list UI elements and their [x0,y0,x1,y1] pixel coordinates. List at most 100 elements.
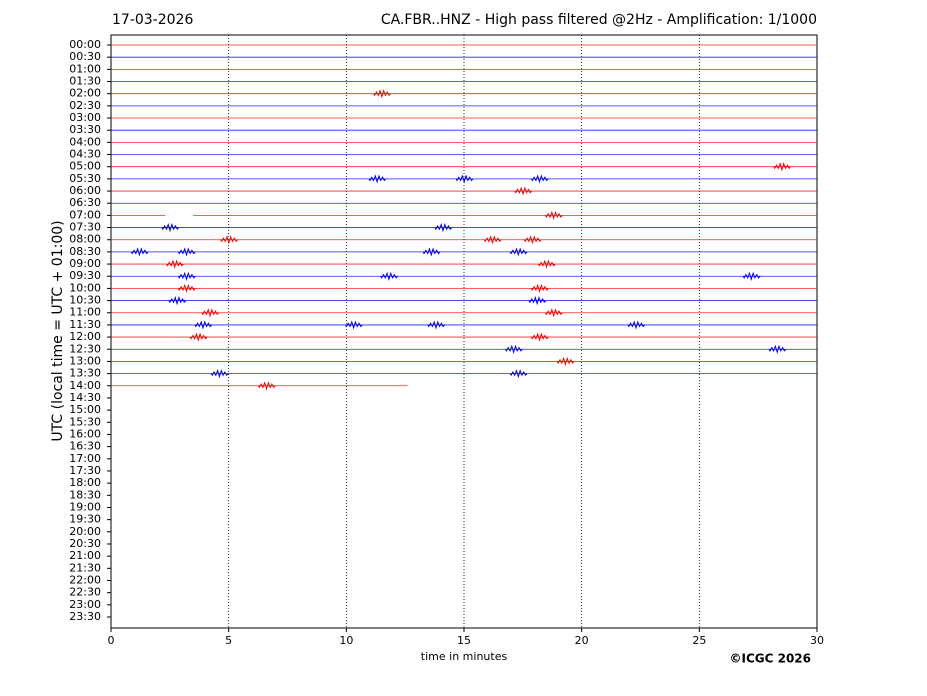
y-tick-label: 21:30 [69,561,101,574]
x-tick-label: 15 [457,634,471,647]
y-tick-label: 07:00 [69,208,101,221]
seismic-event [528,296,547,306]
seismic-event [627,320,646,330]
y-tick-label: 23:00 [69,598,101,611]
y-tick-label: 20:00 [69,525,101,538]
seismic-event [380,271,399,281]
seismic-event [509,247,528,257]
y-tick-label: 01:30 [69,75,101,88]
y-tick-label: 18:30 [69,488,101,501]
seismic-event [523,235,542,245]
seismic-event [257,381,276,391]
y-tick-label: 17:00 [69,452,101,465]
y-tick-label: 01:00 [69,62,101,75]
y-tick-label: 14:30 [69,391,101,404]
y-tick-label: 15:30 [69,415,101,428]
y-tick-label: 17:30 [69,464,101,477]
y-tick-label: 02:30 [69,99,101,112]
seismic-event [422,247,441,257]
y-tick-label: 04:00 [69,135,101,148]
seismic-event [509,369,528,379]
y-tick-label: 04:30 [69,148,101,161]
x-tick-label: 25 [692,634,706,647]
y-tick-label: 08:30 [69,245,101,258]
seismic-event [194,320,213,330]
seismic-event [344,320,363,330]
y-tick-label: 20:30 [69,537,101,550]
y-tick-label: 22:30 [69,586,101,599]
x-tick-label: 0 [108,634,115,647]
y-tick-label: 10:00 [69,281,101,294]
seismic-event [530,332,549,342]
y-tick-label: 08:00 [69,233,101,246]
seismic-event [537,259,556,269]
y-tick-label: 19:00 [69,500,101,513]
y-tick-label: 18:00 [69,476,101,489]
seismic-event [742,271,761,281]
seismic-event [373,89,391,99]
seismic-event [201,308,220,318]
seismic-event [220,235,239,245]
y-tick-label: 16:30 [69,440,101,453]
x-tick-label: 30 [810,634,824,647]
x-tick-label: 20 [575,634,589,647]
credit: ©ICGC 2026 [729,652,811,666]
seismic-event [368,174,387,184]
y-tick-label: 12:30 [69,342,101,355]
seismic-event [427,320,446,330]
y-tick-label: 23:30 [69,610,101,623]
y-tick-label: 10:30 [69,294,101,307]
seismic-event [177,271,196,281]
y-tick-label: 09:00 [69,257,101,270]
seismic-event [530,283,549,294]
y-tick-label: 05:00 [69,160,101,173]
y-tick-label: 14:00 [69,379,101,392]
seismic-event [130,247,149,257]
seismic-event [161,223,180,233]
y-tick-label: 16:00 [69,427,101,440]
seismic-event [773,162,792,172]
x-axis-label: time in minutes [421,650,508,663]
seismic-event [530,174,549,184]
x-tick-label: 5 [225,634,232,647]
y-tick-label: 09:30 [69,269,101,282]
x-tick-label: 10 [339,634,353,647]
y-tick-label: 13:30 [69,367,101,380]
seismic-event [434,223,453,233]
seismic-event [514,186,533,196]
y-axis-label: UTC (local time = UTC + 01:00) [50,220,66,441]
y-tick-label: 03:30 [69,123,101,136]
seismic-event [556,356,575,367]
y-tick-label: 00:00 [69,38,101,51]
seismic-event [168,296,187,306]
y-tick-label: 22:00 [69,573,101,586]
seismic-event [210,369,229,379]
y-tick-label: 11:30 [69,318,101,331]
y-tick-label: 02:00 [69,87,101,100]
seismic-event [455,174,474,184]
seismic-event [189,332,208,342]
y-tick-label: 06:00 [69,184,101,197]
y-tick-label: 13:00 [69,354,101,367]
y-tick-label: 11:00 [69,306,101,319]
seismic-event [483,235,502,245]
chart-subtitle: CA.FBR..HNZ - High pass filtered @2Hz - … [381,12,817,28]
y-tick-label: 19:30 [69,513,101,526]
seismic-event [166,259,184,269]
y-tick-label: 06:30 [69,196,101,209]
y-tick-label: 00:30 [69,50,101,63]
y-tick-label: 07:30 [69,221,101,234]
seismic-event [177,283,196,294]
y-tick-label: 03:00 [69,111,101,124]
y-tick-label: 21:00 [69,549,101,562]
seismic-event [545,308,563,318]
chart-title: 17-03-2026 [112,12,193,28]
seismic-event [545,210,563,221]
seismic-event [768,344,787,354]
seismic-event [177,247,196,257]
y-tick-label: 05:30 [69,172,101,185]
seismic-event [504,344,523,354]
y-tick-label: 15:00 [69,403,101,416]
